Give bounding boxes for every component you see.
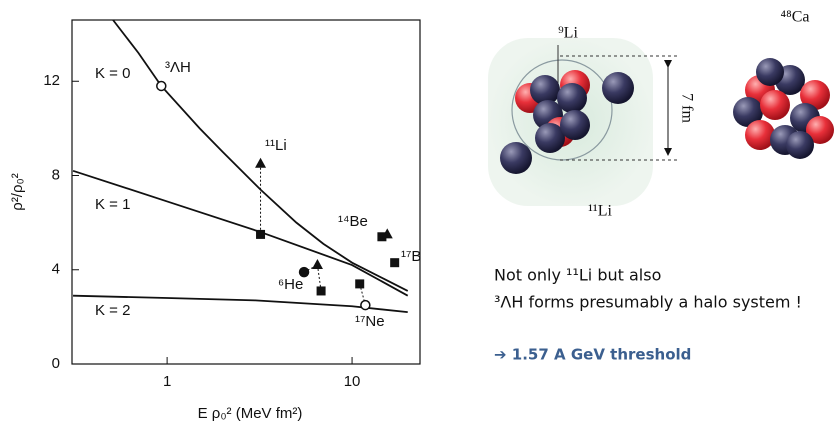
proton xyxy=(745,120,775,150)
nucleus-diagram: ⁹Li ⁴⁸Ca ¹¹Li 7 fm xyxy=(488,9,834,220)
neutron xyxy=(535,123,565,153)
halo-neutron xyxy=(500,142,532,174)
proton xyxy=(806,116,834,144)
y-tick-label: 12 xyxy=(43,72,60,89)
y-tick-label: 0 xyxy=(52,355,60,372)
label-11li: ¹¹Li xyxy=(588,203,612,220)
annotation: ¹¹Li xyxy=(265,137,287,154)
marker xyxy=(381,228,393,239)
neutron xyxy=(557,83,587,113)
marker xyxy=(360,299,371,311)
annotation: K = 2 xyxy=(95,302,130,319)
proton xyxy=(800,80,830,110)
proton xyxy=(760,90,790,120)
x-tick-label: 1 xyxy=(163,373,171,390)
marker xyxy=(156,80,167,92)
curve xyxy=(72,169,409,297)
label-9li: ⁹Li xyxy=(558,25,578,42)
marker xyxy=(316,286,326,296)
annotation: ¹⁷B xyxy=(401,248,421,265)
annotation: ⁶He xyxy=(278,276,303,293)
marker xyxy=(390,258,400,268)
neutron xyxy=(733,97,763,127)
curve xyxy=(73,294,408,314)
halo-neutron xyxy=(602,72,634,104)
marker xyxy=(256,229,266,239)
annotation: ¹⁴Be xyxy=(338,213,368,230)
marker xyxy=(377,232,387,242)
neutron xyxy=(756,58,784,86)
label-size: 7 fm xyxy=(678,93,695,123)
note-line: ³ΛH forms presumably a halo system ! xyxy=(494,293,802,312)
annotation: ³ΛH xyxy=(165,59,191,76)
neutron xyxy=(786,131,814,159)
plot-frame xyxy=(71,19,421,365)
marker xyxy=(311,259,323,270)
note-line: Not only ¹¹Li but also xyxy=(494,266,661,285)
annotation: K = 0 xyxy=(95,65,130,82)
x-tick-label: 10 xyxy=(344,373,361,390)
annotation: ¹⁷Ne xyxy=(355,313,385,330)
marker xyxy=(355,279,365,289)
y-tick-label: 8 xyxy=(52,166,60,183)
neutron xyxy=(560,110,590,140)
x-axis-label: E ρ₀² (MeV fm²) xyxy=(198,405,303,422)
annotation: K = 1 xyxy=(95,196,130,213)
label-48ca: ⁴⁸Ca xyxy=(781,9,810,26)
curve xyxy=(112,19,409,292)
marker xyxy=(298,266,310,278)
y-axis-label: ρ²/ρ₀² xyxy=(9,173,26,210)
highlight: ➔ 1.57 A GeV threshold xyxy=(494,346,691,364)
y-tick-label: 4 xyxy=(52,261,60,278)
neutron xyxy=(530,75,560,105)
marker xyxy=(255,157,267,168)
